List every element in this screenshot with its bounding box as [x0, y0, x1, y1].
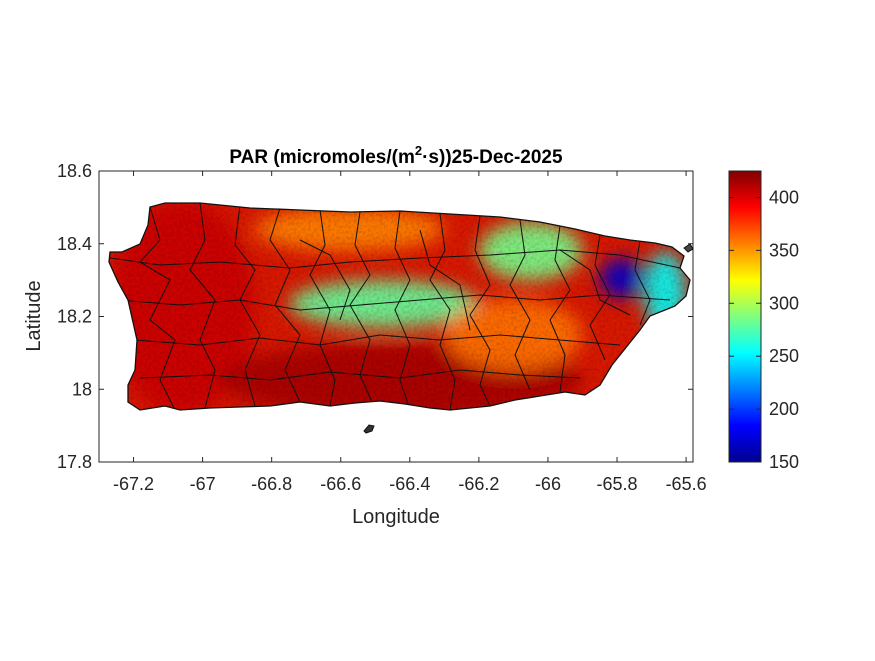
municipality-boundary: [139, 369, 581, 381]
colorbar-tick-label: 400: [769, 187, 799, 207]
y-tick-label: 18.6: [57, 161, 92, 181]
municipality-boundary: [134, 334, 621, 346]
x-tick-label: -65.8: [597, 474, 638, 494]
municipality-boundary: [394, 210, 411, 405]
x-tick-label: -66.8: [251, 474, 292, 494]
caja-de-muertos-island: [363, 424, 375, 434]
colorbar-tick-label: 300: [769, 293, 799, 313]
municipality-boundary: [589, 234, 611, 361]
colorbar-tick-label: 150: [769, 452, 799, 472]
x-axis-label: Longitude: [352, 506, 440, 528]
municipality-boundary: [119, 294, 671, 311]
municipality-boundary: [509, 219, 531, 391]
municipality-boundary: [559, 249, 631, 316]
municipality-boundary: [469, 215, 491, 407]
municipality-boundary: [109, 249, 681, 269]
x-tick-label: -65.6: [666, 474, 707, 494]
x-tick-label: -66.4: [389, 474, 430, 494]
municipality-boundary: [269, 207, 301, 403]
municipality-boundary: [549, 225, 571, 393]
colorbar: [728, 170, 762, 463]
x-tick-label: -66.2: [458, 474, 499, 494]
y-axis-ticks: 17.8 18 18.2 18.4 18.6: [57, 161, 693, 472]
x-tick-label: -67: [190, 474, 216, 494]
x-tick-label: -66: [535, 474, 561, 494]
chart-title: PAR (micromoles/(m2·s))25-Dec-2025: [229, 143, 563, 168]
y-tick-label: 17.8: [57, 452, 92, 472]
y-tick-label: 18.4: [57, 234, 92, 254]
x-axis-ticks: -67.2 -67 -66.8 -66.6 -66.4 -66.2 -66 -65.8 -65.…: [113, 171, 707, 494]
x-tick-label: -66.6: [320, 474, 361, 494]
municipality-boundary: [299, 239, 351, 321]
vieques-tip: [683, 243, 694, 253]
municipality-boundary: [634, 240, 651, 326]
y-axis-label: Latitude: [23, 280, 45, 351]
colorbar-tick-label: 200: [769, 399, 799, 419]
title-superscript: 2: [415, 143, 422, 158]
island-outline: [108, 202, 691, 411]
title-suffix: ·s))25-Dec-2025: [422, 147, 563, 168]
municipality-boundary: [429, 213, 456, 410]
colorbar-tick-label: 350: [769, 240, 799, 260]
municipality-boundary: [139, 206, 176, 410]
x-tick-label: -67.2: [113, 474, 154, 494]
municipality-boundary: [419, 229, 471, 331]
municipality-boundary: [309, 209, 336, 407]
y-tick-label: 18: [72, 379, 92, 399]
y-tick-label: 18.2: [57, 307, 92, 327]
municipality-boundaries: [109, 203, 681, 410]
title-prefix: PAR (micromoles/(m: [229, 147, 414, 168]
colorbar-tick-label: 250: [769, 346, 799, 366]
map-layer: [108, 202, 694, 434]
municipality-boundary: [189, 203, 216, 409]
colorbar-ticks: 150 200 250 300 350 400: [729, 187, 799, 472]
